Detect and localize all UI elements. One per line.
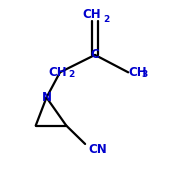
Text: CH: CH [128,66,147,79]
Text: 2: 2 [68,70,74,79]
Text: CH: CH [49,66,68,79]
Text: 3: 3 [141,70,147,79]
Text: C: C [91,48,99,61]
Text: 2: 2 [103,15,109,24]
Text: CH: CH [82,8,101,21]
Text: N: N [41,91,52,104]
Text: CN: CN [89,143,108,156]
